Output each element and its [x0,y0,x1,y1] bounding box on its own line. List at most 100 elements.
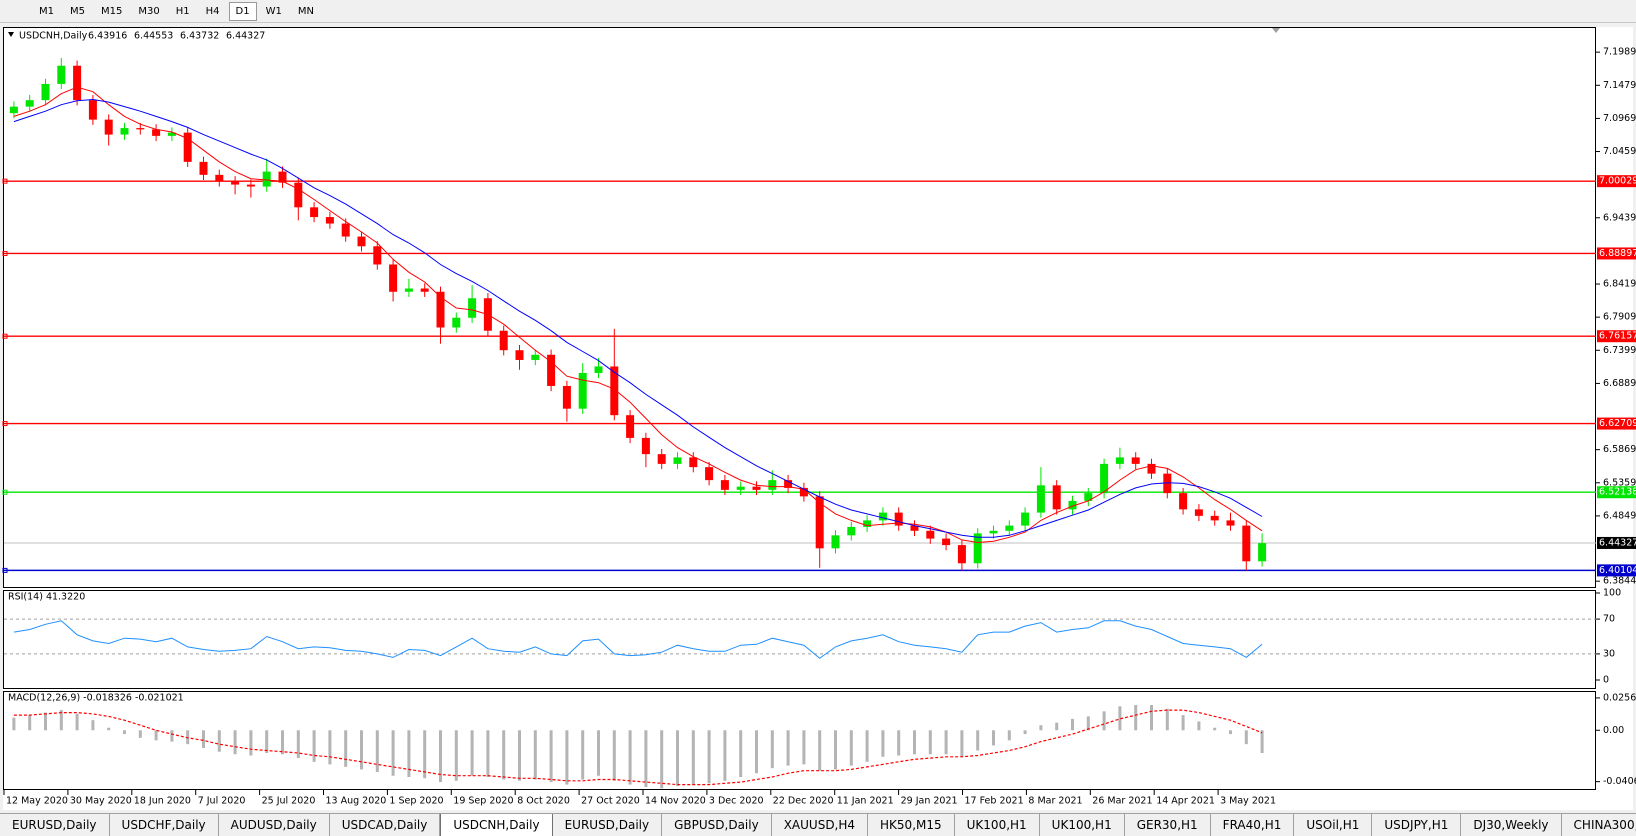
chart-tab[interactable]: DJ30,Weekly [1461,814,1562,836]
candle-body [152,129,161,136]
macd-bar [786,730,790,766]
candle-body [420,288,429,292]
chart-tab[interactable]: EURUSD,Daily [0,814,110,836]
macd-bar [107,727,111,731]
macd-title: MACD(12,26,9) -0.018326 -0.021021 [8,693,184,704]
timeframe-button[interactable]: M1 [39,5,54,17]
macd-bar [992,730,995,746]
candle-body [499,330,508,351]
timeframe-button[interactable]: MN [297,5,314,17]
timeframe-button[interactable]: M5 [70,5,85,17]
chart-tab[interactable]: HK50,M15 [868,814,955,836]
candle-body [215,174,224,182]
macd-bar [59,710,63,731]
x-tick-label: 29 Jan 2021 [901,796,958,807]
chart-tab[interactable]: EURUSD,Daily [553,814,663,836]
moving-average [13,98,1263,538]
candle-body [452,317,461,328]
level-handle [2,567,8,573]
macd-bar [44,712,47,731]
macd-bar [739,730,743,778]
macd-bar [565,730,569,785]
candle-body [1226,520,1235,526]
macd-bar [1165,708,1169,731]
macd-bar [12,717,16,731]
timeframe-button[interactable]: H4 [205,5,220,17]
chart-tab[interactable]: USDJPY,H1 [1372,814,1462,836]
candle-body [641,437,650,455]
macd-bar [486,730,490,778]
macd-bar [723,730,727,781]
candle-body [705,467,714,481]
x-tick-label: 22 Dec 2020 [773,796,834,807]
timeframe-button[interactable]: M30 [138,5,160,17]
macd-bar [502,730,506,780]
candle-body [1258,543,1267,562]
chart-shift-marker [1272,28,1280,33]
macd-bar [976,730,980,751]
candle-body [104,119,113,135]
candle-body [784,480,793,488]
y-tick-label: 7.09690 [1603,113,1636,124]
macd-bar [770,730,774,769]
timeframe-button[interactable]: W1 [265,5,282,17]
chart-tab[interactable]: AUDUSD,Daily [219,814,330,836]
y-tick-label: 6.68890 [1603,378,1636,389]
chart-tab[interactable]: UK100,H1 [1040,814,1125,836]
y-tick-label: 100 [1603,588,1621,599]
chart-tab[interactable]: USDCHF,Daily [110,814,219,836]
macd-bar [328,730,332,765]
chart-tab[interactable]: CHINA300,H1 [1562,814,1636,836]
candle-body [1084,493,1093,501]
macd-bar [676,730,679,786]
x-tick-label: 27 Oct 2020 [581,796,640,807]
chart-tab[interactable]: USDCNH,Daily [440,814,553,836]
macd-bar [834,730,837,770]
chart-tab[interactable]: GER30,H1 [1125,814,1211,836]
candle-body [657,454,666,464]
chart-tab[interactable]: GBPUSD,Daily [662,814,772,836]
macd-bar [1055,722,1059,731]
candle-body [894,512,903,526]
chart-tab[interactable]: UK100,H1 [955,814,1040,836]
macd-bar [818,730,822,771]
macd-bar [1023,730,1027,735]
y-tick-label: 6.38440 [1603,576,1636,587]
level-label-box [1597,417,1636,430]
macd-bar [391,730,395,776]
chart-tab[interactable]: XAUUSD,H4 [772,814,869,836]
macd-bar [707,730,711,784]
level-handle [2,421,8,427]
candle-body [910,525,919,531]
candle-body [1242,525,1251,562]
timeframe-button[interactable]: H1 [175,5,190,17]
level-label: 6.40104 [1599,565,1636,576]
macd-bar [581,730,585,780]
chart-tab[interactable]: USDCAD,Daily [330,814,441,836]
y-tick-label: 7.14790 [1603,80,1636,91]
candle-body [1036,485,1045,513]
macd-bar [612,730,616,781]
macd-bar [944,730,948,755]
y-tick-label: 7.19890 [1603,47,1636,58]
chart-tab[interactable]: USOil,H1 [1294,814,1373,836]
candle-body [1210,515,1219,521]
macd-bar [296,730,300,759]
last-price-box [1597,536,1636,549]
candle-body [357,236,366,247]
chart-tab[interactable]: FRA40,H1 [1211,814,1295,836]
timeframe-button[interactable]: M15 [101,5,123,17]
candle-body [547,354,556,386]
chart-background [3,27,1633,810]
panel-menu-arrow [8,32,14,37]
candle-body [373,246,382,265]
timeframe-button[interactable]: D1 [228,1,257,21]
header-quote: 6.44553 [134,31,173,42]
candle-body [610,366,619,416]
macd-bar [123,730,126,735]
candle-body [594,366,603,373]
macd-bar [281,730,284,755]
candle-body [957,545,966,564]
